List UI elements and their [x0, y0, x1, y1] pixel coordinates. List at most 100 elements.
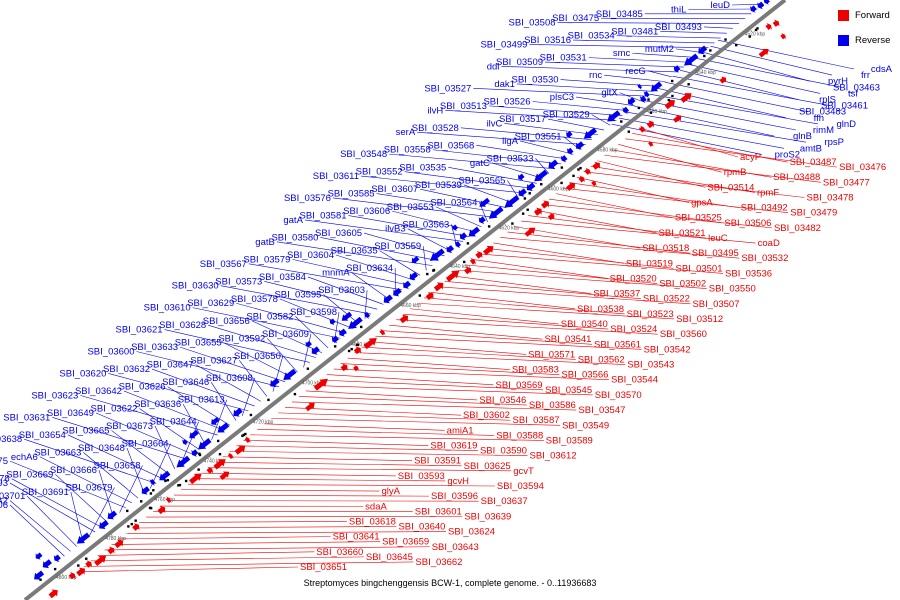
reverse-gene: [698, 45, 708, 55]
reverse-gene-label: SBI_03576: [284, 193, 331, 204]
reverse-leader-line: [180, 346, 286, 383]
forward-leader-line: [416, 302, 675, 320]
reverse-gene-label: tsf: [848, 88, 858, 99]
reverse-leader-line: [649, 93, 819, 125]
feature-marker: [463, 260, 466, 264]
forward-leader-line: [354, 352, 626, 365]
reverse-leader-line: [292, 259, 408, 286]
reverse-leader-line: [348, 215, 470, 237]
forward-gene-label: SBI_03476: [839, 162, 886, 173]
reverse-gene: [383, 294, 393, 304]
forward-leader-line: [215, 461, 462, 467]
reverse-gene-label: SBI_03548: [340, 149, 387, 160]
forward-gene-label: gcvH: [447, 476, 469, 487]
feature-marker: [293, 392, 297, 396]
reverse-gene: [211, 416, 220, 425]
reverse-gene: [270, 378, 280, 387]
forward-leader-line: [625, 138, 838, 168]
reverse-leader-line: [111, 430, 169, 475]
reverse-leader-line: [619, 92, 642, 102]
reverse-gene-label: SBI_03526: [483, 96, 530, 107]
reverse-gene-label: SBI_03678: [0, 474, 10, 485]
forward-gene-label: SBI_03641: [333, 532, 380, 543]
reverse-leader-line: [9, 500, 71, 552]
forward-gene: [114, 539, 124, 549]
axis-tick-mark: [650, 105, 654, 110]
forward-gene: [758, 48, 769, 58]
axis-tick-mark: [749, 28, 752, 32]
reverse-leader-line: [516, 83, 654, 92]
reverse-leader-line: [24, 438, 157, 484]
reverse-leader-line: [151, 368, 255, 407]
forward-gene: [578, 175, 585, 183]
feature-marker: [241, 434, 244, 438]
forward-leader-line: [312, 385, 593, 396]
axis-tick-label: 4620 kbp: [499, 225, 520, 231]
reverse-gene-label: SBI_03654: [19, 430, 66, 441]
forward-leader-line: [97, 551, 315, 556]
reverse-gene: [763, 0, 770, 5]
reverse-leader-line: [303, 333, 312, 368]
forward-gene-label: SBI_03482: [774, 223, 821, 234]
forward-gene: [157, 505, 166, 515]
forward-leader-line: [201, 472, 396, 477]
reverse-leader-line: [657, 87, 787, 119]
forward-gene-label: SBI_03537: [593, 289, 640, 300]
reverse-gene-label: ligA: [502, 136, 519, 147]
reverse-gene: [311, 346, 320, 355]
reverse-leader-line: [126, 447, 145, 494]
reverse-gene-label: SBI_03634: [346, 263, 393, 274]
reverse-leader-line: [672, 75, 831, 106]
forward-gene-label: amiA1: [447, 425, 474, 436]
reverse-gene: [34, 570, 45, 580]
reverse-leader-line: [460, 127, 592, 141]
reverse-leader-line: [95, 412, 194, 455]
feature-marker: [724, 38, 727, 41]
reverse-gene-label: cdsA: [871, 64, 893, 75]
reverse-gene-label: SBI_03584: [259, 272, 306, 283]
reverse-gene-label: SBI_03483: [799, 107, 846, 118]
forward-gene-label: SBI_03566: [561, 370, 608, 381]
forward-gene: [313, 378, 328, 391]
forward-gene-label: SBI_03618: [349, 516, 396, 527]
axis-tick-mark: [60, 571, 64, 576]
feature-marker: [244, 432, 247, 436]
forward-leader-line: [257, 429, 495, 436]
reverse-leader-line: [195, 364, 261, 402]
forward-gene-label: SBI_03545: [545, 385, 592, 396]
reverse-gene: [627, 97, 636, 106]
reverse-gene-label: SBI_03539: [415, 180, 462, 191]
reverse-gene-label: SBI_03646: [162, 377, 209, 388]
forward-gene-label: SBI_03514: [707, 182, 754, 193]
feature-marker: [667, 98, 671, 102]
forward-leader-line: [430, 291, 576, 310]
forward-gene-label: SBI_03549: [562, 420, 609, 431]
reverse-gene-label: SBI_03628: [159, 320, 206, 331]
reverse-gene-label: SBI_03493: [655, 22, 702, 33]
feature-marker: [703, 54, 706, 58]
forward-leader-line: [250, 434, 544, 441]
reverse-gene-label: gltX: [601, 88, 618, 99]
reverse-gene-label: SBI_03585: [328, 189, 375, 200]
reverse-leader-line: [39, 456, 133, 504]
reverse-gene-label: glnB: [793, 131, 812, 142]
reverse-gene-label: SBI_03606: [343, 206, 390, 217]
reverse-leader-line: [323, 294, 359, 324]
axis-tick-label: 4660 kbp: [400, 303, 421, 309]
forward-gene: [165, 496, 172, 504]
forward-leader-line: [167, 500, 479, 502]
reverse-gene: [429, 248, 445, 261]
reverse-gene-label: SBI_03611: [313, 171, 359, 182]
forward-gene-label: SBI_03590: [480, 446, 527, 457]
reverse-leader-line: [432, 149, 562, 165]
reverse-leader-line: [220, 285, 372, 315]
reverse-leader-line: [98, 469, 114, 518]
reverse-gene-label: plsC3: [550, 92, 574, 103]
reverse-gene-label: SBI_03642: [75, 386, 122, 397]
reverse-leader-line: [535, 158, 550, 174]
reverse-gene: [650, 81, 663, 92]
label-leader-lines: [9, 3, 855, 573]
reverse-gene: [339, 328, 347, 337]
forward-gene-label: SBI_03524: [610, 324, 657, 335]
